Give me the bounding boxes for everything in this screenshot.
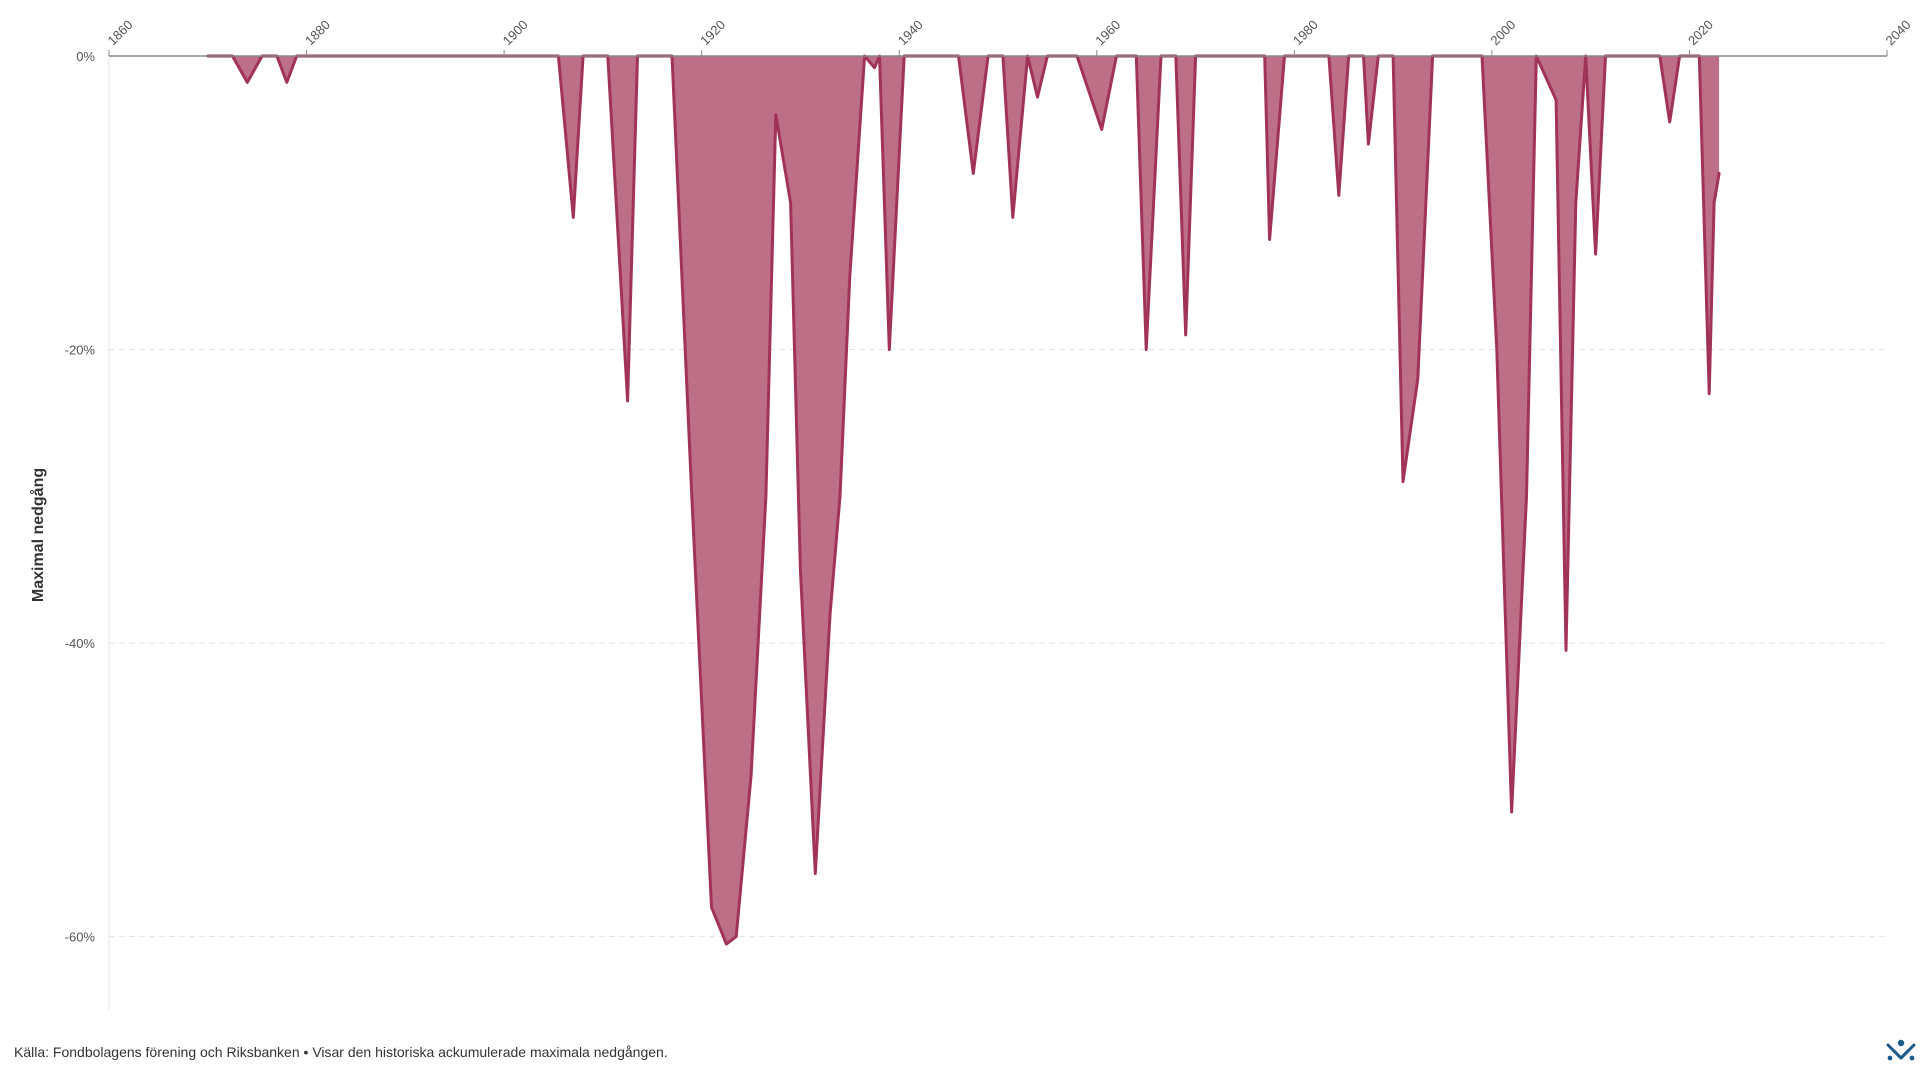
y-tick-label: -60% — [65, 930, 96, 945]
x-tick-label: 1880 — [302, 17, 333, 48]
drawdown-area-series — [206, 54, 1721, 946]
x-tick-label: 1980 — [1290, 17, 1321, 48]
y-tick-label: -20% — [65, 343, 96, 358]
y-axis-title: Maximal nedgång — [29, 468, 47, 602]
x-tick-label: 1960 — [1092, 17, 1123, 48]
x-tick-label: 1900 — [500, 17, 531, 48]
brand-logo-icon — [1884, 1034, 1918, 1068]
brand-logo-graphic — [1886, 1039, 1916, 1061]
x-tick-label: 2020 — [1685, 17, 1716, 48]
x-tick-label: 1920 — [697, 17, 728, 48]
y-tick-label: -40% — [65, 636, 96, 651]
x-tick-label: 2000 — [1487, 17, 1518, 48]
drawdown-area-fill — [207, 56, 1720, 944]
x-tick-label: 1940 — [895, 17, 926, 48]
x-tick-label: 2040 — [1883, 17, 1914, 48]
y-tick-label: 0% — [76, 49, 95, 64]
source-footnote: Källa: Fondbolagens förening och Riksban… — [14, 1044, 668, 1060]
axes: 0% -20% -40% -60% 1860 1880 1900 1920 1940 1960 19… — [65, 17, 1914, 1010]
grid-lines — [109, 349, 1887, 938]
x-tick-label: 1860 — [105, 17, 136, 48]
